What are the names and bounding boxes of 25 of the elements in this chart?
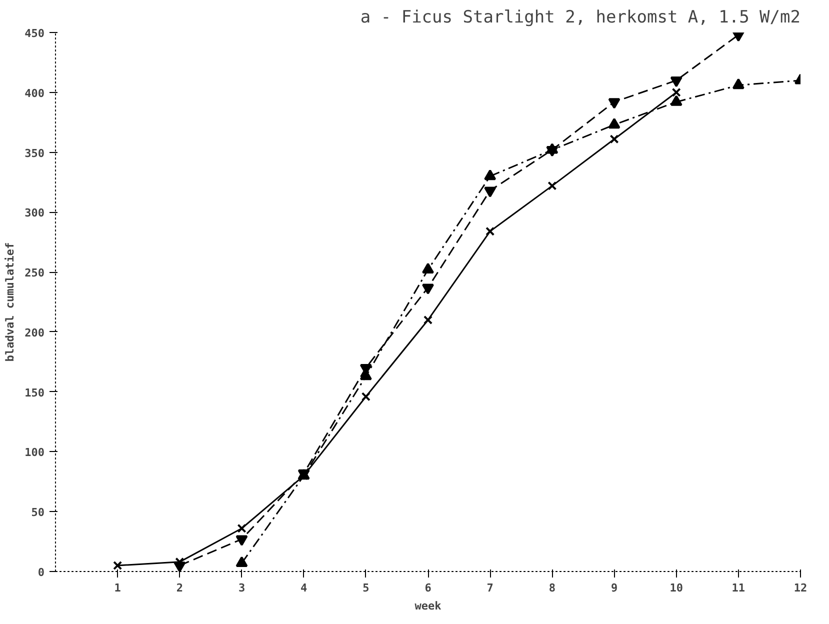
y-tick-label: 50 <box>31 506 45 520</box>
x-tick-label: 8 <box>548 582 556 594</box>
x-tick-label: 5 <box>362 582 370 594</box>
x-tick-label: 10 <box>670 582 683 594</box>
chart-title: a - Ficus Starlight 2, herkomst A, 1.5 W/m2 <box>360 8 801 28</box>
y-tick-label: 250 <box>24 266 45 280</box>
y-tick-label: 400 <box>24 86 45 100</box>
x-axis-title: week <box>414 600 442 612</box>
y-tick-label: 300 <box>24 206 45 220</box>
x-tick-label: 12 <box>794 582 808 594</box>
y-tick-label: 450 <box>24 27 45 40</box>
x-tick-label: 9 <box>610 582 618 594</box>
y-tick-label: 100 <box>24 446 45 460</box>
x-tick-label: 3 <box>238 582 246 594</box>
x-tick-label: 2 <box>176 582 183 594</box>
x-tick-label: 11 <box>732 582 746 594</box>
y-tick-label: 0 <box>38 566 44 579</box>
x-tick-label: 4 <box>300 582 308 594</box>
y-tick-label: 350 <box>24 146 45 160</box>
x-tick-label: 1 <box>114 582 122 594</box>
y-tick-label: 150 <box>24 386 45 400</box>
y-tick-label: 200 <box>24 326 45 340</box>
y-axis-title: bladval cumulatief <box>4 242 17 362</box>
x-tick-label: 6 <box>424 582 432 594</box>
x-tick-label: 7 <box>486 582 494 594</box>
